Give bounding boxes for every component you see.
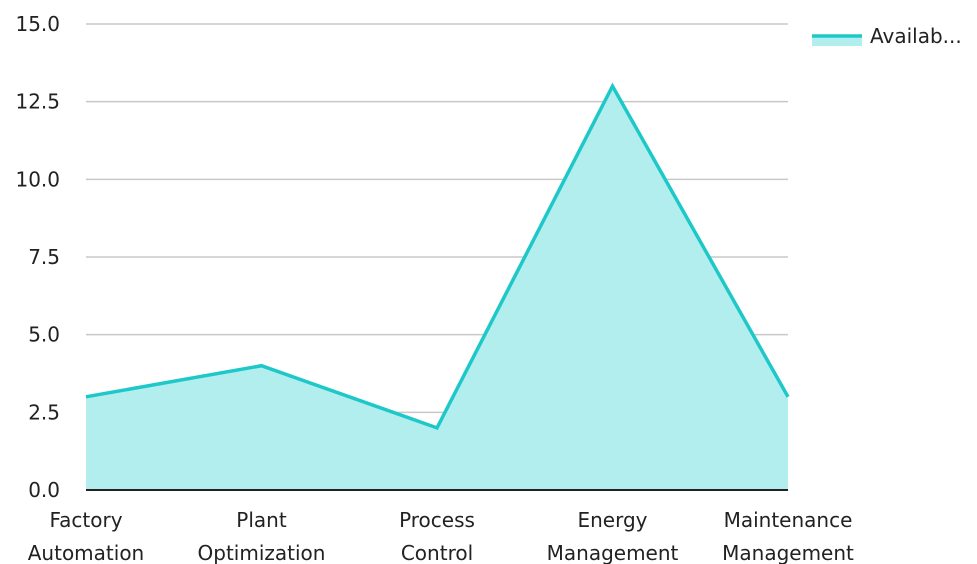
- y-tick-label: 7.5: [28, 245, 60, 269]
- series-area: [86, 86, 788, 490]
- y-tick-label: 2.5: [28, 400, 60, 424]
- x-tick-label: Factory Automation: [28, 508, 144, 564]
- y-tick-label: 15.0: [15, 12, 60, 36]
- y-tick-label: 10.0: [15, 167, 60, 191]
- x-tick-label: Process Control: [399, 508, 475, 564]
- legend-swatch: [812, 37, 862, 46]
- area-layer: [85, 82, 790, 491]
- x-axis-ticks: Factory Automation Plant Optimization Proces…: [28, 508, 854, 564]
- y-tick-label: 0.0: [28, 478, 60, 502]
- x-tick-label: Maintenance Management: [722, 508, 854, 564]
- x-tick-label: Energy Management: [547, 508, 679, 564]
- y-axis-ticks: 0.0 2.5 5.0 7.5 10.0 12.5 15.0: [15, 12, 60, 502]
- y-tick-label: 5.0: [28, 323, 60, 347]
- legend-label: Availab...: [870, 24, 962, 48]
- x-tick-label: Plant Optimization: [198, 508, 326, 564]
- y-tick-label: 12.5: [15, 90, 60, 114]
- series-line: [85, 82, 790, 431]
- legend[interactable]: Availab...: [812, 24, 962, 48]
